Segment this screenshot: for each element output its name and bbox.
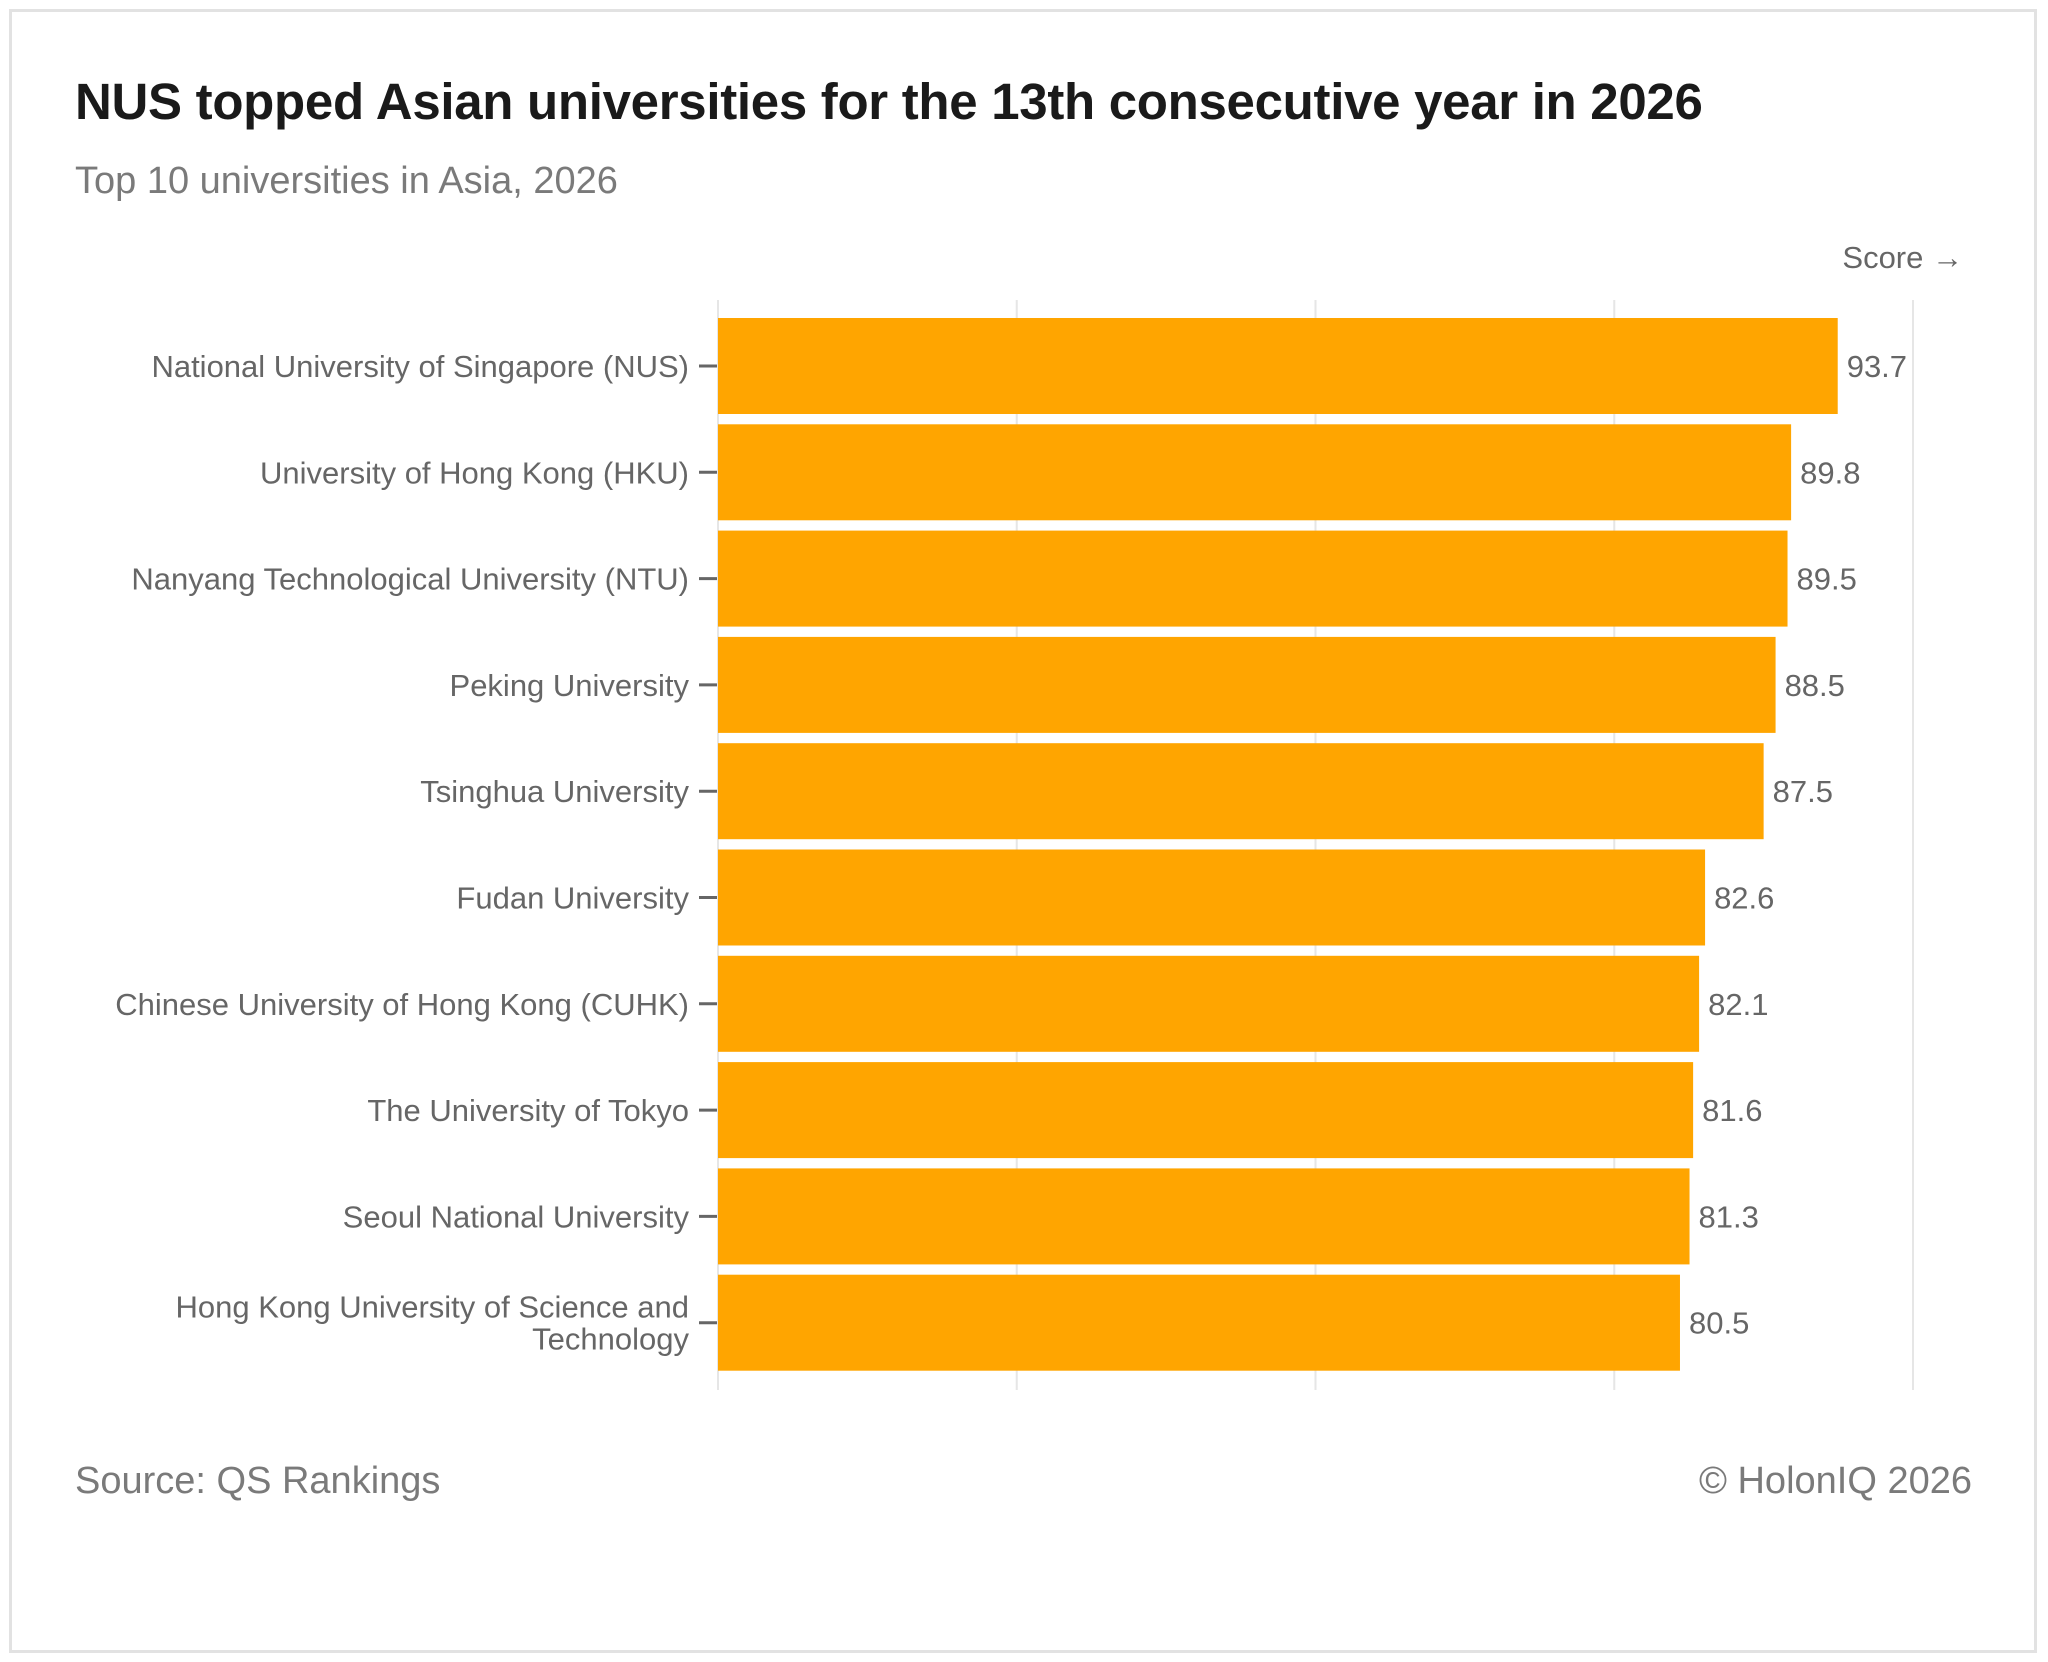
- y-tick-label-4: Peking University: [450, 668, 690, 703]
- y-tick-label-2: University of Hong Kong (HKU): [260, 455, 689, 490]
- bar-1: [718, 318, 1838, 414]
- data-label-3: 89.5: [1797, 562, 1857, 597]
- y-tick-label-9: Seoul National University: [343, 1199, 690, 1234]
- data-label-6: 82.6: [1714, 881, 1774, 916]
- bar-3: [718, 530, 1788, 627]
- source-note: Source: QS Rankings: [75, 1460, 441, 1502]
- chart-title: NUS topped Asian universities for the 13…: [75, 73, 1703, 130]
- bar-7: [718, 955, 1700, 1052]
- y-axis: National University of Singapore (NUS) Un…: [115, 349, 717, 1357]
- y-tick-label-1: National University of Singapore (NUS): [151, 349, 689, 384]
- y-tick-label-6: Fudan University: [456, 881, 689, 916]
- bar-2: [718, 424, 1792, 521]
- y-tick-label-10: Hong Kong University of Science and Techn…: [175, 1290, 689, 1357]
- data-label-5: 87.5: [1773, 774, 1833, 809]
- bar-6: [718, 849, 1706, 946]
- data-label-9: 81.3: [1699, 1199, 1759, 1234]
- data-label-10: 80.5: [1689, 1306, 1749, 1341]
- y-tick-label-3: Nanyang Technological University (NTU): [131, 562, 689, 597]
- data-label-4: 88.5: [1785, 668, 1845, 703]
- data-label-7: 82.1: [1708, 987, 1768, 1022]
- chart-subtitle: Top 10 universities in Asia, 2026: [75, 160, 618, 202]
- bar-5: [718, 743, 1764, 840]
- bars: [718, 318, 1838, 1371]
- x-axis-title: Score →: [1842, 240, 1963, 275]
- bar-9: [718, 1168, 1690, 1265]
- data-label-1: 93.7: [1847, 349, 1907, 384]
- copyright-note: © HolonIQ 2026: [1698, 1460, 1972, 1502]
- y-tick-label-7: Chinese University of Hong Kong (CUHK): [115, 987, 689, 1022]
- bar-10: [718, 1274, 1680, 1371]
- data-label-2: 89.8: [1800, 455, 1860, 490]
- data-label-8: 81.6: [1702, 1093, 1762, 1128]
- bar-4: [718, 636, 1776, 733]
- y-tick-label-5: Tsinghua University: [420, 774, 689, 809]
- y-tick-label-8: The University of Tokyo: [367, 1093, 689, 1128]
- data-labels: 93.7 89.8 89.5 88.5 87.5 82.6 82.1 81.6 81.3 80.5: [1689, 349, 1907, 1341]
- bar-8: [718, 1062, 1694, 1159]
